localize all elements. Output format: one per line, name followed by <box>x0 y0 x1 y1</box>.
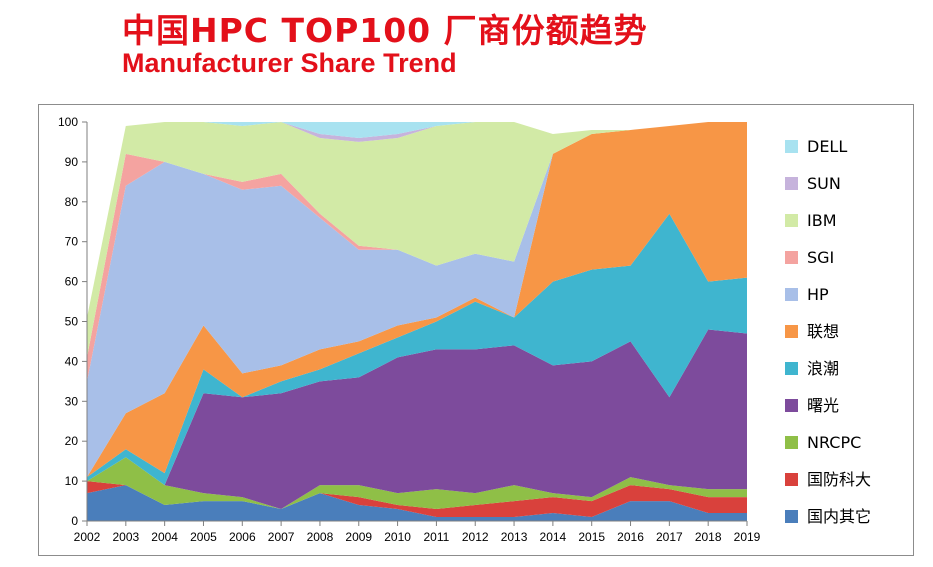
legend-label: NRCPC <box>807 433 861 452</box>
legend-swatch <box>785 140 798 153</box>
x-tick-label: 2008 <box>307 530 334 544</box>
area-series-5 <box>87 122 747 478</box>
area-series-3 <box>87 329 747 509</box>
legend-label: 国防科大 <box>807 470 871 489</box>
legend-label: DELL <box>807 137 847 156</box>
x-tick-label: 2015 <box>578 530 605 544</box>
axes: 0 10 20 30 40 50 60 70 80 90 100 2002 2003 2004 2005 20… <box>58 115 761 544</box>
y-tick-label: 0 <box>71 514 78 528</box>
x-tick-label: 2007 <box>268 530 295 544</box>
legend-label: SUN <box>807 174 841 193</box>
x-tick-label: 2019 <box>734 530 761 544</box>
legend-label: 联想 <box>807 322 839 341</box>
chart-title-cn: 中国HPC TOP100 厂商份额趋势 <box>122 11 648 50</box>
legend-swatch <box>785 251 798 264</box>
x-tick-label: 2013 <box>501 530 528 544</box>
y-tick-label: 10 <box>65 474 79 488</box>
legend-swatch <box>785 473 798 486</box>
area-series-6 <box>87 122 747 478</box>
legend-label: 国内其它 <box>807 507 871 526</box>
x-tick-label: 2016 <box>617 530 644 544</box>
legend-swatch <box>785 288 798 301</box>
y-tick-label: 60 <box>65 275 79 289</box>
x-tick-label: 2018 <box>695 530 722 544</box>
chart-frame: 0 10 20 30 40 50 60 70 80 90 100 2002 2003 2004 2005 20… <box>38 104 914 556</box>
y-tick-label: 30 <box>65 394 79 408</box>
chart-title-en: Manufacturer Share Trend <box>122 48 457 78</box>
x-tick-label: 2017 <box>656 530 683 544</box>
legend-label: 曙光 <box>807 396 839 415</box>
legend-label: HP <box>807 285 829 304</box>
x-tick-label: 2012 <box>462 530 489 544</box>
y-tick-label: 90 <box>65 155 79 169</box>
legend-swatch <box>785 399 798 412</box>
x-tick-label: 2009 <box>345 530 372 544</box>
area-layer <box>87 122 747 521</box>
legend-swatch <box>785 214 798 227</box>
legend-label: IBM <box>807 211 837 230</box>
area-series-1 <box>87 481 747 517</box>
x-tick-label: 2005 <box>190 530 217 544</box>
legend-swatch <box>785 325 798 338</box>
legend-swatch <box>785 177 798 190</box>
legend-swatch <box>785 362 798 375</box>
legend-label: SGI <box>807 248 834 267</box>
x-tick-label: 2002 <box>74 530 101 544</box>
area-series-4 <box>87 213 747 486</box>
area-series-8 <box>87 122 747 358</box>
y-tick-label: 50 <box>65 315 79 329</box>
y-tick-label: 80 <box>65 195 79 209</box>
y-tick-label: 100 <box>58 115 78 129</box>
legend-swatch <box>785 510 798 523</box>
x-tick-label: 2006 <box>229 530 256 544</box>
stacked-area-chart: 0 10 20 30 40 50 60 70 80 90 100 2002 2003 2004 2005 20… <box>58 115 871 544</box>
legend-label: 浪潮 <box>807 359 839 378</box>
area-series-2 <box>87 457 747 509</box>
y-tick-label: 20 <box>65 434 79 448</box>
x-tick-label: 2011 <box>424 530 450 544</box>
area-series-0 <box>87 485 747 521</box>
x-tick-label: 2004 <box>151 530 178 544</box>
x-tick-label: 2014 <box>540 530 567 544</box>
x-tick-label: 2003 <box>112 530 139 544</box>
y-tick-label: 40 <box>65 354 79 368</box>
y-tick-label: 70 <box>65 235 79 249</box>
x-tick-label: 2010 <box>384 530 411 544</box>
legend-swatch <box>785 436 798 449</box>
area-series-7 <box>87 122 747 382</box>
